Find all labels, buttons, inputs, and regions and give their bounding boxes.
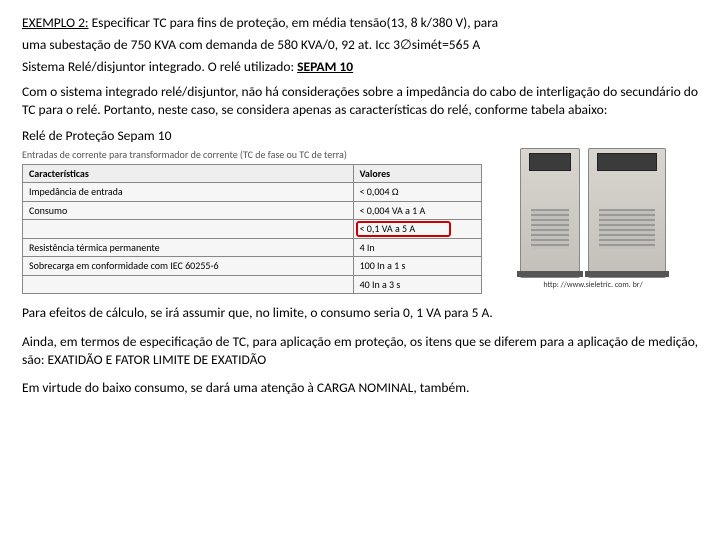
table-row: Resistência térmica permanente 4 In [23, 238, 482, 257]
table-wrapper: Entradas de corrente para transformador … [22, 148, 482, 294]
line2a: uma subestação de 750 KVA com demanda de… [22, 36, 400, 53]
line3a: Sistema Relé/disjuntor integrado. O relé… [22, 58, 297, 75]
cell: < 0,004 VA a 1 A [353, 201, 481, 220]
cabinet-vents [531, 209, 569, 249]
cell: Impedância de entrada [23, 183, 354, 202]
cell [23, 220, 354, 239]
cabinet-image-2 [588, 148, 666, 278]
cell: Resistência térmica permanente [23, 238, 354, 257]
title-prefix: EXEMPLO 2: [22, 14, 89, 31]
paragraph-nominal-load: Em virtude do baixo consumo, se dará uma… [22, 379, 698, 397]
col-characteristics: Características [23, 164, 354, 183]
characteristics-table: Características Valores Impedância de en… [22, 164, 482, 295]
equipment-column: http: //www.sieletric. com. br/ [488, 148, 698, 291]
spec-line-2: uma subestação de 750 KVA com demanda de… [22, 36, 698, 54]
cell [23, 275, 354, 294]
cell: < 0,004 Ω [353, 183, 481, 202]
table-row-highlighted: < 0,1 VA a 5 A [23, 220, 482, 239]
cell: Sobrecarga em conformidade com IEC 60255… [23, 257, 354, 276]
table-subheader: Entradas de corrente para transformador … [22, 148, 482, 162]
table-and-equipment-row: Entradas de corrente para transformador … [22, 148, 698, 294]
cabinet-vents [599, 209, 655, 249]
relay-model: SEPAM 10 [297, 58, 353, 75]
paragraph-assumption: Para efeitos de cálculo, se irá assumir … [22, 304, 698, 322]
image-credit: http: //www.sieletric. com. br/ [543, 280, 642, 291]
example-title: EXEMPLO 2: Especificar TC para fins de p… [22, 14, 698, 32]
cell: 40 In a 3 s [353, 275, 481, 294]
paragraph-spec-items: Ainda, em termos de especificação de TC,… [22, 333, 698, 369]
cell: Consumo [23, 201, 354, 220]
cell: < 0,1 VA a 5 A [353, 220, 481, 239]
spec-line-3: Sistema Relé/disjuntor integrado. O relé… [22, 58, 698, 76]
cabinet-image-1 [520, 148, 580, 278]
equipment-images [520, 148, 666, 278]
table-row: Consumo < 0,004 VA a 1 A [23, 201, 482, 220]
line2b: simét=565 A [412, 36, 480, 53]
relay-section-title: Relé de Proteção Sepam 10 [22, 127, 698, 145]
table-row: Sobrecarga em conformidade com IEC 60255… [23, 257, 482, 276]
highlight-value: < 0,1 VA a 5 A [360, 222, 416, 235]
col-values: Valores [353, 164, 481, 183]
phi-symbol: ∅ [400, 37, 412, 52]
table-row: 40 In a 3 s [23, 275, 482, 294]
table-header-row: Características Valores [23, 164, 482, 183]
cell: 4 In [353, 238, 481, 257]
cell: 100 In a 1 s [353, 257, 481, 276]
paragraph-integrated-system: Com o sistema integrado relé/disjuntor, … [22, 83, 698, 119]
table-row: Impedância de entrada < 0,004 Ω [23, 183, 482, 202]
title-rest: Especificar TC para fins de proteção, em… [89, 14, 499, 31]
